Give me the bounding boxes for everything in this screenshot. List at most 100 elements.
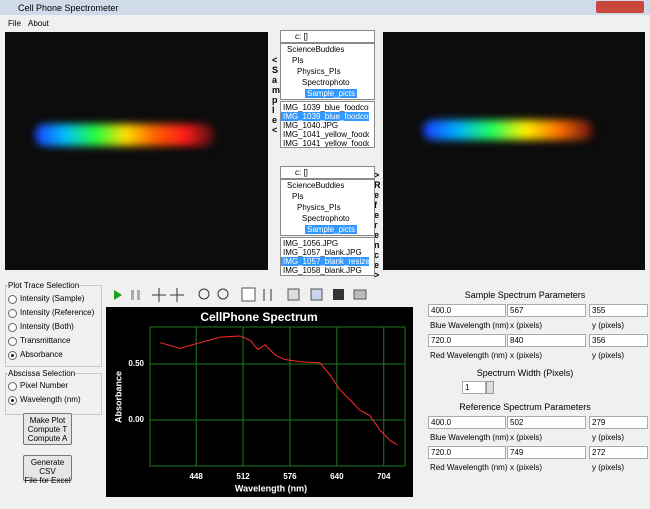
text-field[interactable]: 840 — [507, 334, 586, 347]
text-field[interactable]: 720.0 — [428, 446, 506, 459]
chart-title: CellPhone Spectrum — [200, 310, 317, 324]
pause-button[interactable] — [131, 290, 134, 300]
reset-button[interactable] — [241, 287, 256, 302]
spin-field[interactable]: 1 — [462, 381, 486, 394]
radio-label[interactable]: Intensity (Both) — [20, 322, 74, 331]
text-field[interactable]: 749 — [507, 446, 586, 459]
text-field[interactable]: 720.0 — [428, 334, 506, 347]
folder-tree: ScienceBuddies PIs Physics_PIs Spectrophoto… — [280, 179, 375, 236]
field-label: Red Wavelength (nm) — [430, 463, 508, 472]
radio-label[interactable]: Intensity (Reference) — [20, 308, 95, 317]
folder-item[interactable]: Sample_picts — [305, 225, 358, 234]
radio-button[interactable] — [8, 351, 17, 360]
x-tick-label: 640 — [330, 472, 344, 481]
file-item[interactable]: IMG_1059_blank.JPG — [281, 275, 369, 276]
window-title: Cell Phone Spectrometer — [18, 3, 119, 13]
file-item[interactable]: IMG_1057_blank_resized. — [281, 257, 369, 266]
print-button[interactable] — [353, 289, 367, 300]
text-field[interactable]: 272 — [589, 446, 648, 459]
field-label: y (pixels) — [592, 463, 625, 472]
radio-button[interactable] — [8, 337, 17, 346]
text-field[interactable]: 567 — [507, 304, 586, 317]
sample-image — [5, 32, 268, 270]
field-label: y (pixels) — [592, 433, 625, 442]
folder-item[interactable]: ScienceBuddies — [287, 181, 345, 190]
radio-label[interactable]: Intensity (Sample) — [20, 294, 85, 303]
folder-item[interactable]: Spectrophoto — [302, 214, 350, 223]
generate-csv-button[interactable]: Generate CSV File for Excel — [23, 455, 72, 485]
radio-button[interactable] — [8, 309, 17, 318]
pan-zoom-tools[interactable] — [152, 288, 184, 302]
radio-button[interactable] — [8, 323, 17, 332]
file-item[interactable]: IMG_1039_blue_foodcolo — [281, 112, 369, 121]
field-label: Blue Wavelength (nm) — [430, 433, 509, 442]
save-button[interactable] — [333, 289, 344, 300]
copy-button[interactable] — [310, 288, 323, 301]
folder-item[interactable]: Spectrophoto — [302, 78, 350, 87]
spin-arrows[interactable] — [486, 381, 494, 394]
menu-item[interactable]: File — [8, 19, 21, 28]
x-tick-label: 704 — [377, 472, 391, 481]
file-item[interactable]: IMG_1057_blank.JPG — [283, 248, 362, 257]
file-list: IMG_1056.JPG IMG_1057_blank.JPG IMG_1057_b… — [280, 237, 375, 276]
window-controls[interactable] — [596, 1, 644, 13]
file-item[interactable]: IMG_1040.JPG — [283, 121, 339, 130]
radio-button[interactable] — [8, 382, 17, 391]
sample-browser: c: [] ScienceBuddies PIs Physics_PIs Spectro… — [280, 30, 375, 148]
spectrum — [423, 120, 593, 140]
spectrum-line — [160, 335, 398, 446]
x-tick-label: 512 — [236, 472, 250, 481]
text-field[interactable]: 400.0 — [428, 416, 506, 429]
spectrum — [35, 124, 215, 146]
radio-label[interactable]: Absorbance — [20, 350, 63, 359]
file-item[interactable]: IMG_1041_yellow_foodco — [283, 130, 369, 139]
folder-tree: ScienceBuddies PIs Physics_PIs Spectrophoto… — [280, 43, 375, 100]
field-label: x (pixels) — [510, 433, 543, 442]
field-label: x (pixels) — [510, 463, 543, 472]
file-item[interactable]: IMG_1039_blue_foodcolo — [283, 103, 369, 112]
folder-item[interactable]: Sample_picts — [305, 89, 358, 98]
drive-combo[interactable]: c: [] — [280, 166, 375, 179]
field-label: x (pixels) — [510, 351, 543, 360]
zoom-out[interactable] — [198, 288, 210, 300]
play-button[interactable] — [114, 290, 122, 300]
pause-button[interactable] — [137, 290, 140, 300]
drive-label: c: [] — [295, 32, 308, 41]
title-bar — [0, 0, 650, 15]
zoom-in[interactable] — [217, 288, 229, 300]
folder-item[interactable]: Physics_PIs — [297, 67, 341, 76]
reference-browser: c: [] ScienceBuddies PIs Physics_PIs Spectro… — [280, 166, 375, 276]
file-item[interactable]: IMG_1058_blank.JPG — [283, 266, 362, 275]
text-field[interactable]: 400.0 — [428, 304, 506, 317]
properties-button[interactable] — [287, 288, 300, 301]
radio-dot — [11, 399, 14, 402]
field-label: y (pixels) — [592, 351, 625, 360]
radio-label[interactable]: Pixel Number — [20, 381, 69, 390]
folder-item[interactable]: PIs — [292, 56, 304, 65]
radio-dot — [11, 354, 14, 357]
drive-combo[interactable]: c: [] — [280, 30, 375, 43]
text-field[interactable]: 502 — [507, 416, 586, 429]
reference-image — [383, 32, 645, 270]
radio-label[interactable]: Wavelength (nm) — [20, 395, 81, 404]
folder-item[interactable]: PIs — [292, 192, 304, 201]
file-item[interactable]: IMG_1041_yellow_foodco — [283, 139, 369, 148]
spin-label: Spectrum Width (Pixels) — [476, 368, 574, 378]
menu-item[interactable]: About — [28, 19, 49, 28]
radio-button[interactable] — [8, 396, 17, 405]
spectrum-chart: CellPhone Spectrum Wavelength (nm) Absor… — [106, 307, 413, 497]
make-plot-button[interactable]: Make Plot Compute T Compute A — [23, 413, 72, 445]
folder-item[interactable]: Physics_PIs — [297, 203, 341, 212]
radio-button[interactable] — [8, 295, 17, 304]
text-field[interactable]: 279 — [589, 416, 648, 429]
x-axis-label: Wavelength (nm) — [235, 483, 307, 493]
radio-label[interactable]: Transmittance — [20, 336, 71, 345]
fit-button[interactable] — [263, 289, 272, 301]
text-field[interactable]: 356 — [589, 334, 648, 347]
section-title: Sample Spectrum Parameters — [464, 290, 586, 300]
folder-item[interactable]: ScienceBuddies — [287, 45, 345, 54]
text-field[interactable]: 355 — [589, 304, 648, 317]
y-tick-label: 0.00 — [128, 415, 144, 424]
file-item[interactable]: IMG_1056.JPG — [283, 239, 339, 248]
